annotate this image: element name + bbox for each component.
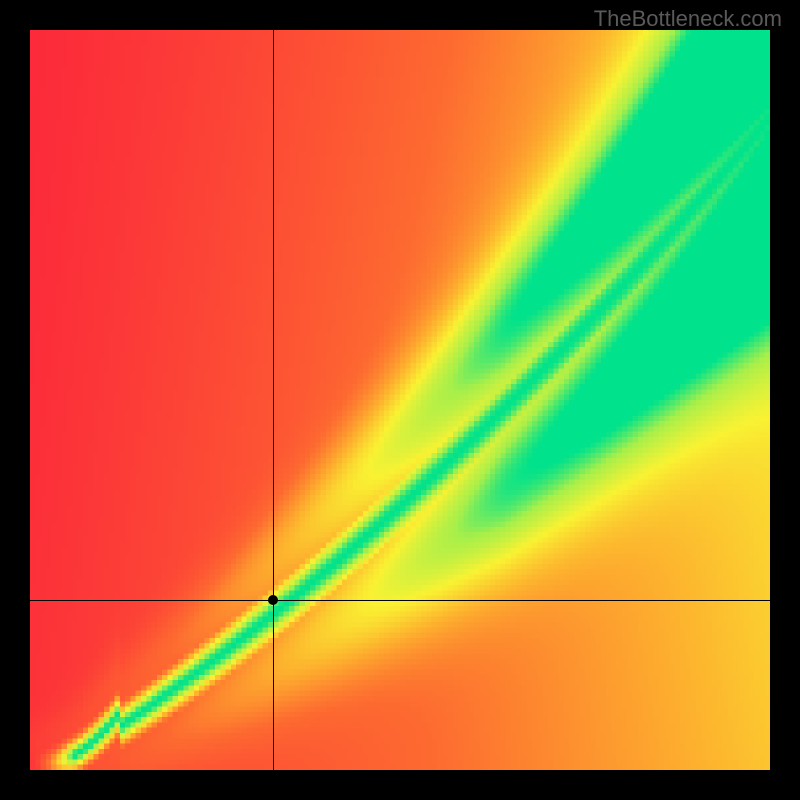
heatmap-plot (30, 30, 770, 770)
crosshair-marker (268, 595, 278, 605)
crosshair-horizontal (30, 600, 770, 601)
watermark-text: TheBottleneck.com (594, 6, 782, 32)
crosshair-vertical (273, 30, 274, 770)
heatmap-canvas (30, 30, 770, 770)
